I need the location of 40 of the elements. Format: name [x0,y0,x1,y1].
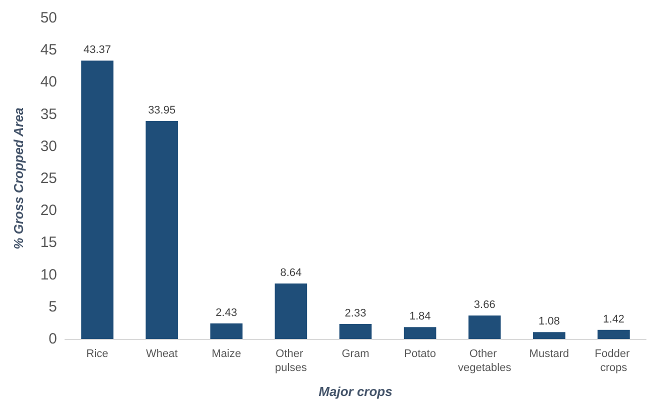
bar [468,316,501,339]
bar [81,60,114,339]
y-tick-label: 25 [40,170,57,187]
x-axis-title: Major crops [318,384,392,399]
data-label: 1.84 [409,310,431,323]
data-label: 1.08 [538,316,560,328]
x-tick-label: Fodder crops [594,348,633,374]
bar [210,323,243,339]
bar [146,121,178,339]
bar [339,324,372,339]
y-tick-label: 30 [40,138,57,155]
bar [533,332,566,339]
data-label: 3.66 [474,299,496,312]
bar [274,284,308,339]
x-tick-label: Other pulses [275,348,308,374]
y-tick-label: 40 [40,74,57,91]
x-tick-label: Other vegetables [458,348,512,374]
data-label: 8.64 [280,267,302,280]
data-label: 43.37 [84,44,112,56]
y-tick-label: 50 [40,10,57,26]
y-tick-label: 5 [48,298,57,316]
y-tick-label: 35 [40,106,57,123]
data-label: 2.33 [344,308,366,320]
x-tick-label: Gram [342,348,370,360]
y-tick-label: 15 [40,234,57,252]
data-label: 33.95 [148,104,176,117]
y-axis-title: % Gross Cropped Area [11,108,26,250]
x-tick-label: Potato [404,348,436,360]
y-tick-label: 45 [40,42,57,59]
x-tick-label: Rice [86,348,108,360]
bar [598,330,630,339]
y-tick-label: 0 [48,330,57,348]
x-tick-label: Mustard [529,348,570,360]
y-tick-label: 10 [40,266,57,284]
x-tick-label: Maize [212,348,242,360]
bar [404,327,436,339]
x-tick-label: Wheat [146,348,178,360]
data-label: 1.42 [603,313,624,326]
data-label: 2.43 [216,306,238,319]
y-tick-label: 20 [40,202,57,220]
